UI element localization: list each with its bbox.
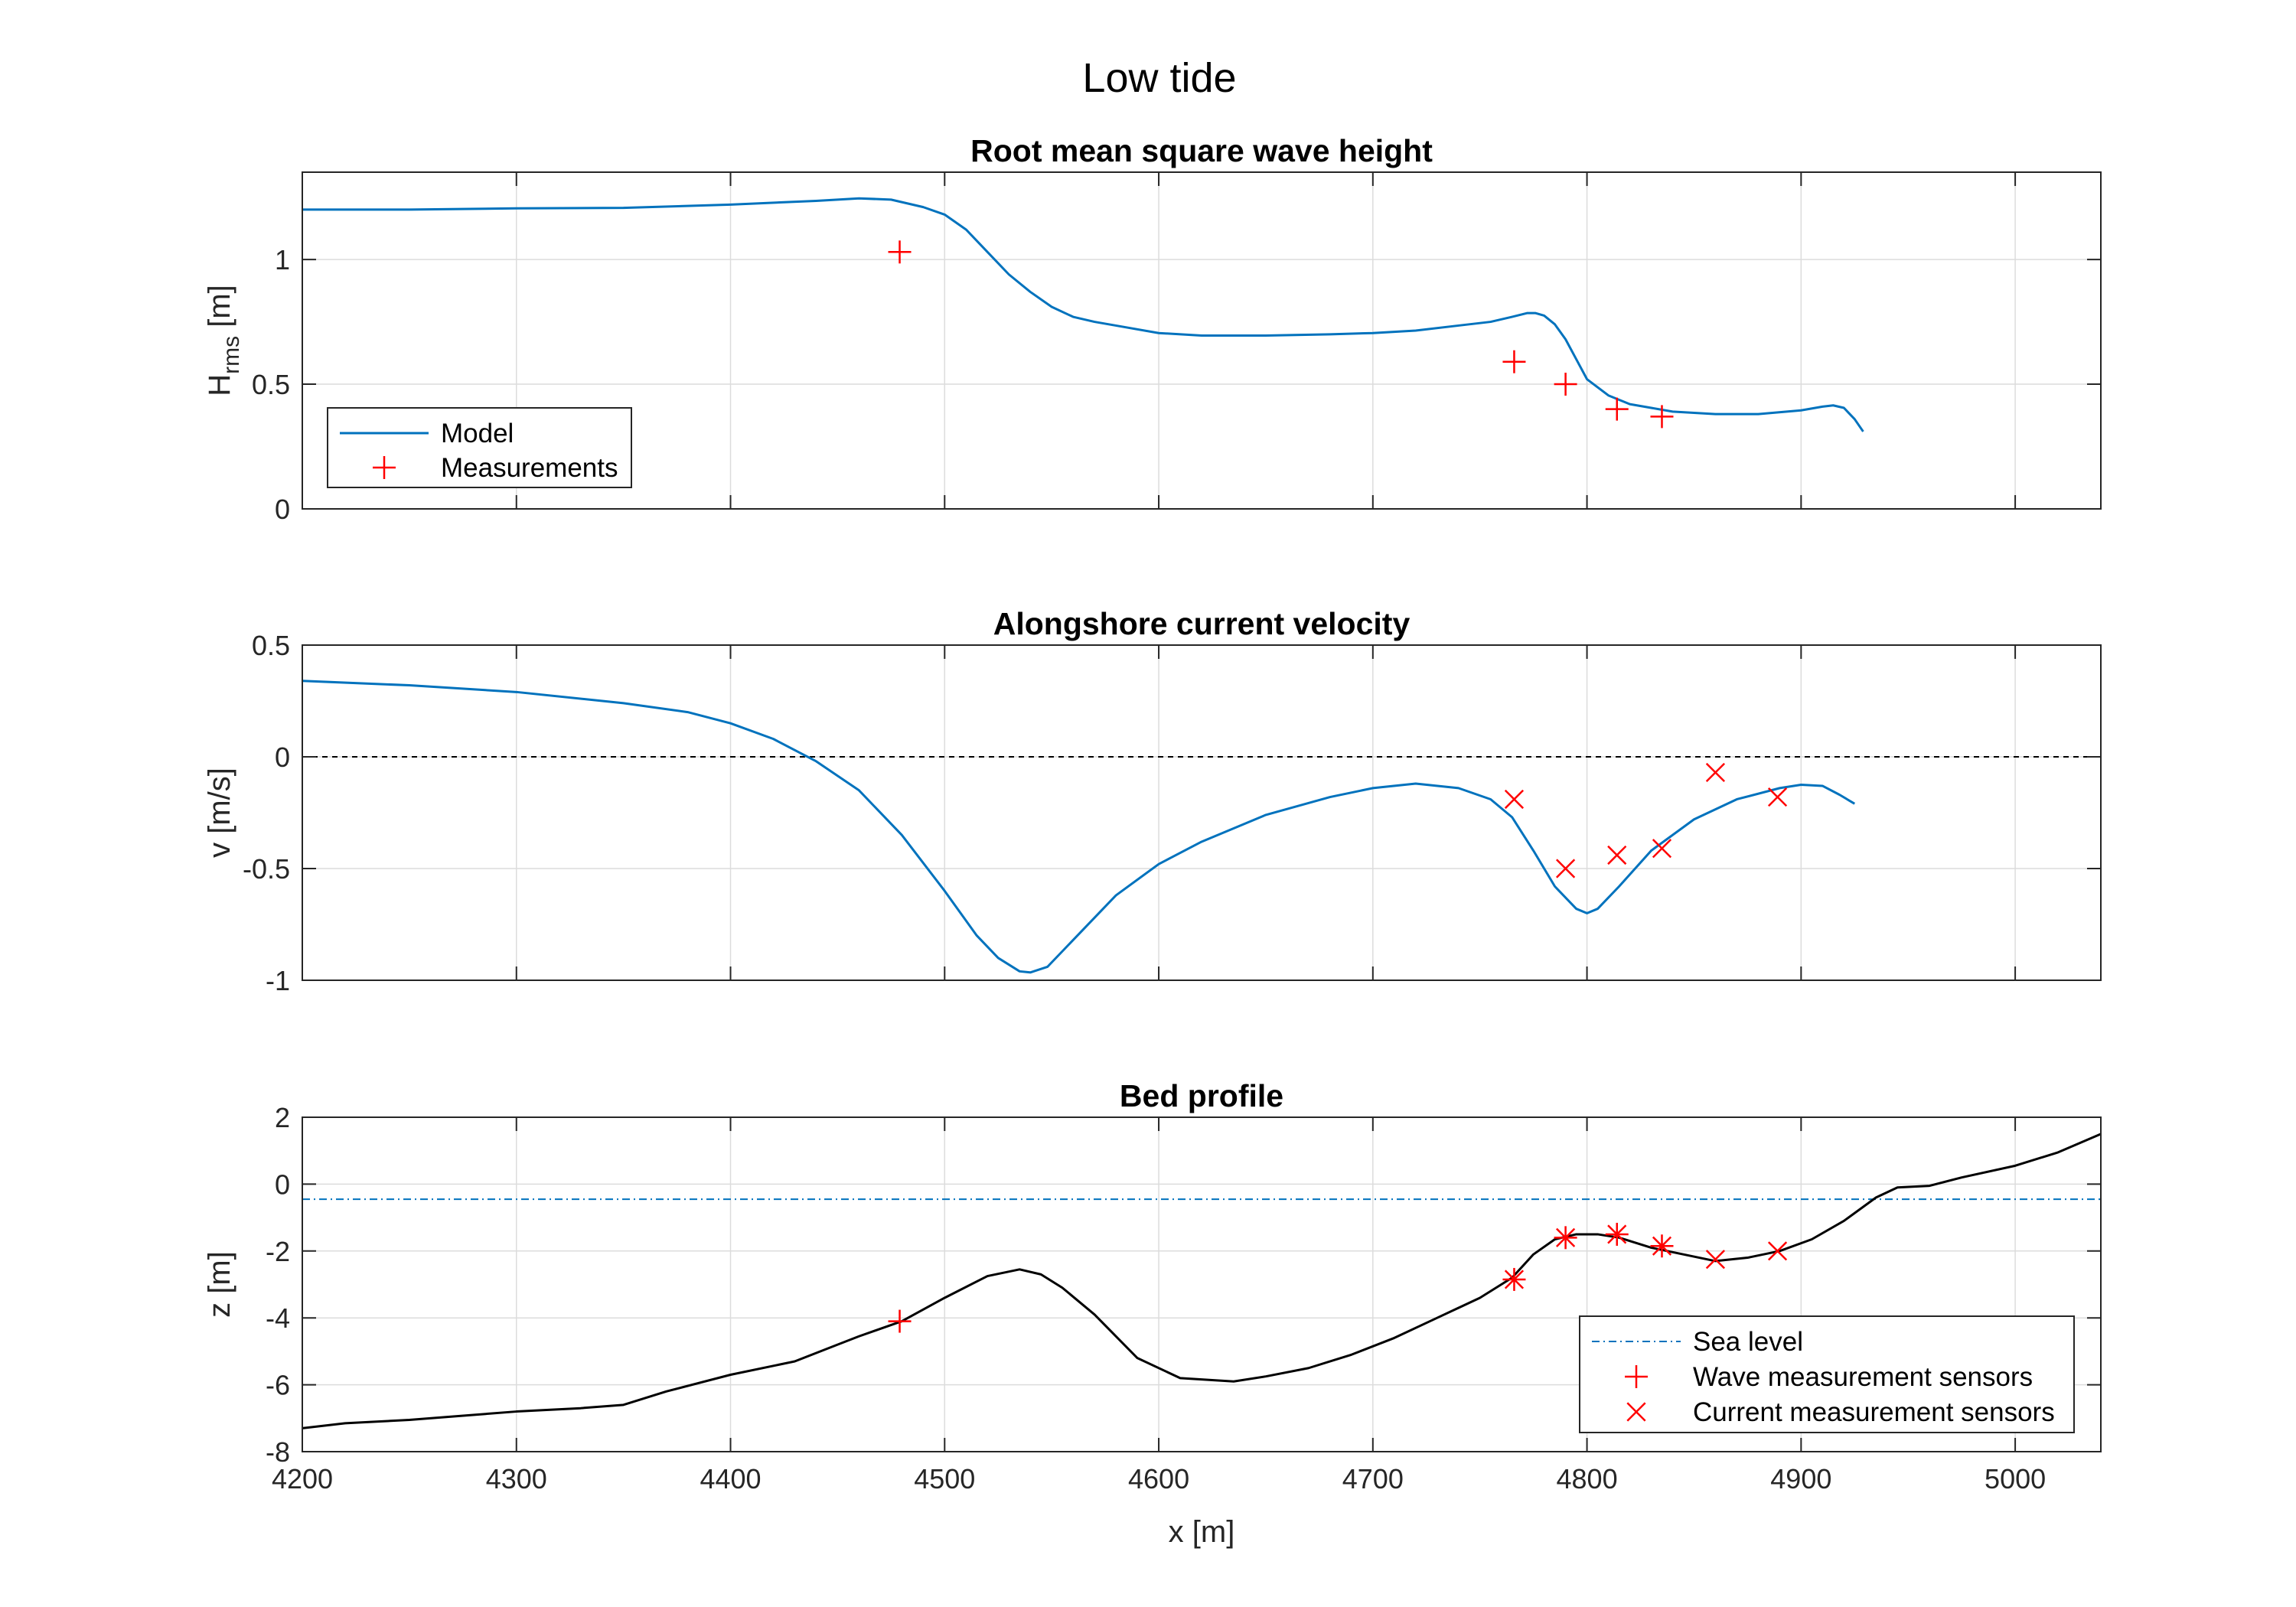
y-tick-label: 2 bbox=[275, 1102, 290, 1133]
legend: Model Measurements bbox=[327, 407, 632, 488]
y-axis-label: Hrms [m] bbox=[203, 285, 244, 396]
series-measurements bbox=[1504, 762, 1788, 878]
y-tick-label: 0 bbox=[275, 494, 290, 525]
panel-2: -1 -0.5 0 0.5 Alongshore current velocity v [… bbox=[203, 606, 2102, 996]
legend-entry-label: Measurements bbox=[441, 453, 618, 483]
y-tick-label: -4 bbox=[266, 1302, 290, 1334]
data-point-marker bbox=[1502, 350, 1526, 373]
figure-title: Low tide bbox=[1082, 55, 1236, 101]
y-tick-label: -0.5 bbox=[243, 853, 290, 885]
y-tick-label: -6 bbox=[266, 1370, 290, 1401]
legend-marker-key bbox=[1625, 1365, 1648, 1388]
legend-entry-label: Model bbox=[441, 419, 514, 448]
x-tick-label: 5000 bbox=[1985, 1463, 2046, 1495]
data-point-marker bbox=[1767, 787, 1788, 807]
plot-area bbox=[302, 645, 2101, 980]
legend: Sea level Wave measurement sensors Current… bbox=[1579, 1315, 2075, 1433]
legend-entry-label: Wave measurement sensors bbox=[1693, 1362, 2033, 1392]
series-line bbox=[302, 1133, 2102, 1429]
axes-frame bbox=[302, 644, 2102, 981]
series-model bbox=[302, 197, 1864, 432]
x-tick-label: 4400 bbox=[700, 1463, 761, 1495]
series-line bbox=[302, 197, 1864, 432]
y-tick-label: 1 bbox=[275, 244, 290, 275]
data-point-marker bbox=[888, 1309, 912, 1333]
data-point-marker bbox=[1705, 1250, 1726, 1270]
series-current-measurement-sensors bbox=[1504, 1224, 1788, 1289]
data-point-marker bbox=[1652, 1236, 1672, 1256]
axes-frame bbox=[302, 1116, 2102, 1452]
x-tick-label: 4600 bbox=[1128, 1463, 1189, 1495]
legend-entry-label: Sea level bbox=[1693, 1327, 1803, 1357]
y-axis-label: v [m/s] bbox=[203, 768, 236, 858]
series-measurements bbox=[888, 240, 1674, 429]
legend-box bbox=[1579, 1315, 2075, 1433]
data-point-marker bbox=[1607, 1224, 1627, 1244]
y-tick-label: 0 bbox=[275, 742, 290, 773]
x-tick-label: 4800 bbox=[1557, 1463, 1618, 1495]
legend-marker-key bbox=[1626, 1402, 1646, 1422]
legend-marker-key bbox=[373, 456, 396, 479]
y-axis-label-main: H bbox=[203, 374, 236, 396]
x-tick-label: 4700 bbox=[1342, 1463, 1404, 1495]
data-point-marker bbox=[1652, 839, 1672, 859]
panel-1: 0 0.5 1 Root mean square wave height Hrms [m… bbox=[203, 133, 2102, 525]
y-tick-label: 0 bbox=[275, 1169, 290, 1200]
legend-box bbox=[327, 407, 632, 488]
data-point-marker bbox=[1504, 789, 1525, 810]
y-tick-label: 0.5 bbox=[252, 369, 290, 400]
series-model bbox=[302, 680, 1856, 974]
data-point-marker bbox=[1607, 845, 1627, 865]
legend-entry-label: Current measurement sensors bbox=[1693, 1397, 2055, 1427]
data-point-marker bbox=[1554, 373, 1577, 396]
data-point-marker bbox=[888, 240, 912, 264]
series-bed-profile bbox=[302, 1133, 2102, 1429]
series-line bbox=[302, 680, 1856, 974]
y-axis-label-unit: [m] bbox=[203, 285, 236, 336]
data-point-marker bbox=[1650, 405, 1674, 429]
data-point-marker bbox=[1605, 397, 1629, 421]
y-tick-label: -8 bbox=[266, 1436, 290, 1468]
data-point-marker bbox=[1767, 1241, 1788, 1261]
y-tick-label: 0.5 bbox=[252, 630, 290, 661]
x-tick-label: 4300 bbox=[486, 1463, 547, 1495]
axes-frame bbox=[302, 171, 2102, 510]
x-tick-label: 4200 bbox=[272, 1463, 333, 1495]
y-tick-label: -1 bbox=[266, 965, 290, 996]
x-tick-label: 4500 bbox=[914, 1463, 975, 1495]
panel-title: Bed profile bbox=[1120, 1078, 1283, 1113]
y-tick-label: -2 bbox=[266, 1236, 290, 1267]
data-point-marker bbox=[1504, 1270, 1525, 1289]
x-tick-label: 4900 bbox=[1770, 1463, 1831, 1495]
panel-title: Alongshore current velocity bbox=[993, 606, 1411, 641]
data-point-marker bbox=[1705, 762, 1726, 783]
panel-3: 4200 4300 4400 4500 4600 4700 4800 4900 5000 -8 -6… bbox=[203, 1078, 2102, 1495]
chart-panels: 0 0.5 1 Root mean square wave height Hrms [m… bbox=[203, 133, 2102, 1495]
y-axis-label: z [m] bbox=[203, 1251, 236, 1318]
panel-title: Root mean square wave height bbox=[970, 133, 1433, 168]
x-axis-label: x [m] bbox=[1169, 1515, 1235, 1549]
y-axis-label-subscript: rms bbox=[219, 336, 244, 374]
data-point-marker bbox=[1556, 1227, 1576, 1247]
data-point-marker bbox=[1556, 859, 1576, 878]
